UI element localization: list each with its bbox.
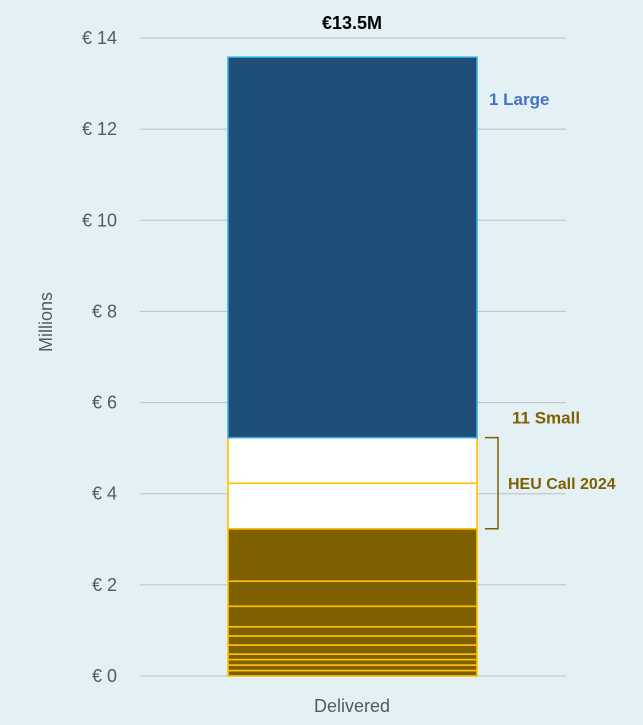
annotation-large: 1 Large bbox=[489, 90, 549, 109]
bar-segment-large bbox=[228, 57, 477, 438]
y-tick-label: € 14 bbox=[82, 28, 117, 48]
annotations: 1 Large 11 Small HEU Call 2024 bbox=[485, 90, 616, 529]
annotation-small: 11 Small bbox=[512, 409, 580, 428]
bar-segment-small bbox=[228, 654, 477, 659]
bar-segment-small bbox=[228, 636, 477, 645]
bar-segment-small bbox=[228, 581, 477, 606]
bar-segment-small bbox=[228, 665, 477, 670]
annotation-heu: HEU Call 2024 bbox=[508, 476, 616, 493]
bar-segment-heu bbox=[228, 438, 477, 484]
bracket bbox=[485, 438, 498, 529]
y-tick-label: € 2 bbox=[92, 575, 117, 595]
bar-segment-small bbox=[228, 606, 477, 627]
bar-segment-heu bbox=[228, 483, 477, 529]
bar-segment-small bbox=[228, 627, 477, 636]
total-label: €13.5M bbox=[322, 13, 382, 33]
x-category-label: Delivered bbox=[314, 696, 390, 716]
stacked-bar bbox=[228, 57, 477, 676]
y-tick-label: € 12 bbox=[82, 119, 117, 139]
bar-segment-small bbox=[228, 529, 477, 581]
bar-segment-small bbox=[228, 645, 477, 654]
bar-segment-small bbox=[228, 671, 477, 676]
y-axis-label: Millions bbox=[36, 292, 56, 352]
y-tick-label: € 8 bbox=[92, 301, 117, 321]
y-tick-label: € 6 bbox=[92, 393, 117, 413]
y-axis-ticks: € 0 € 2 € 4 € 6 € 8 € 10 € 12 € 14 bbox=[82, 28, 117, 686]
y-tick-label: € 10 bbox=[82, 210, 117, 230]
y-tick-label: € 0 bbox=[92, 666, 117, 686]
bar-segment-small bbox=[228, 660, 477, 665]
y-tick-label: € 4 bbox=[92, 484, 117, 504]
